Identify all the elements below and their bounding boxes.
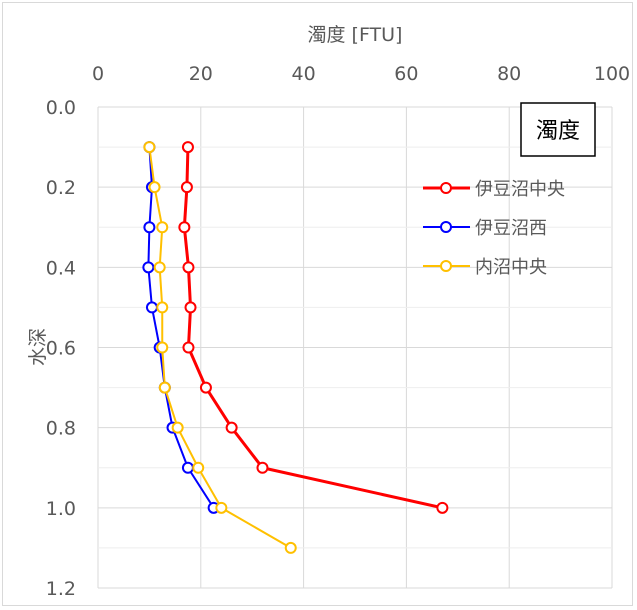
- data-point: [199, 381, 212, 394]
- y-tick-label: 0.4: [46, 257, 76, 279]
- x-tick-label: 60: [394, 63, 418, 85]
- data-point: [184, 301, 197, 314]
- data-point: [182, 341, 195, 354]
- y-tick-label: 0.2: [46, 177, 76, 199]
- y-axis-title: 水深: [27, 328, 49, 366]
- series-layer: [142, 141, 449, 554]
- axes: 0 20 40 60 80 100 0.0 0.2 0.4 0.6 0.8 1.0 1.2: [46, 63, 630, 600]
- data-point: [215, 501, 228, 514]
- y-tick-label: 1.0: [46, 498, 76, 520]
- x-tick-label: 40: [292, 63, 316, 85]
- x-tick-label: 80: [497, 63, 521, 85]
- data-point: [143, 221, 156, 234]
- data-point: [153, 261, 166, 274]
- legend-label: 伊豆沼西: [475, 218, 547, 239]
- legend-label: 伊豆沼中央: [475, 179, 565, 200]
- data-point: [158, 381, 171, 394]
- data-point: [182, 261, 195, 274]
- data-point: [181, 461, 194, 474]
- data-point: [225, 421, 238, 434]
- data-point: [148, 181, 161, 194]
- data-point: [256, 461, 269, 474]
- data-point: [178, 221, 191, 234]
- x-axis-title: 濁度 [FTU]: [308, 24, 403, 46]
- legend-marker: [440, 260, 452, 272]
- y-tick-label: 0.6: [46, 338, 76, 360]
- annotation-box: [520, 102, 596, 157]
- series-line: [147, 147, 215, 509]
- x-tick-label: 0: [92, 63, 104, 85]
- data-point: [156, 301, 169, 314]
- data-point: [180, 181, 193, 194]
- legend-label: 内沼中央: [475, 257, 547, 278]
- series-line: [182, 147, 443, 510]
- data-point: [181, 141, 194, 154]
- y-tick-label: 0.0: [46, 97, 76, 119]
- data-point: [142, 261, 155, 274]
- x-tick-label: 100: [594, 63, 630, 85]
- data-point: [156, 341, 169, 354]
- y-tick-label: 0.8: [46, 418, 76, 440]
- data-point: [284, 541, 297, 554]
- data-point: [171, 421, 184, 434]
- legend-marker: [440, 221, 452, 233]
- data-point: [192, 461, 205, 474]
- data-point: [145, 301, 158, 314]
- data-point: [156, 221, 169, 234]
- data-point: [143, 141, 156, 154]
- legend-marker: [440, 182, 452, 194]
- annotation-text: 濁度: [536, 119, 580, 144]
- data-point: [436, 501, 449, 514]
- y-tick-label: 1.2: [46, 578, 76, 600]
- x-tick-label: 20: [189, 63, 213, 85]
